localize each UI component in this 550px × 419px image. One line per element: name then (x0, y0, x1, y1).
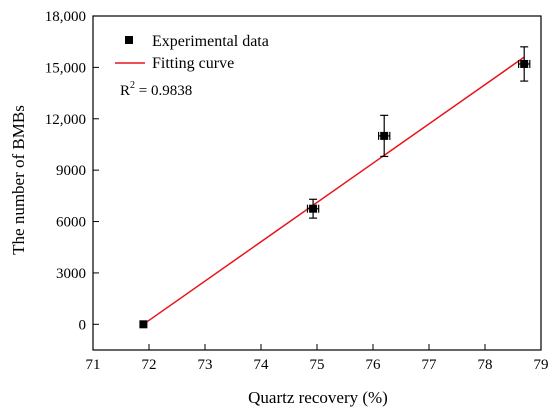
y-axis-ticks: 0 3000 6000 9000 12,000 15,000 18,000 (45, 9, 99, 333)
r-squared-annotation: R2 = 0.9838 (120, 80, 192, 99)
y-tick-label: 0 (79, 317, 87, 333)
y-tick-label: 15,000 (45, 60, 86, 76)
y-tick-label: 6000 (56, 215, 86, 231)
y-tick-label: 12,000 (45, 112, 86, 128)
data-point (139, 320, 148, 329)
x-tick-label: 79 (534, 357, 549, 373)
data-point (520, 59, 529, 68)
legend-label-fitting: Fitting curve (152, 55, 234, 72)
x-axis-label: Quartz recovery (%) (248, 388, 388, 407)
x-tick-label: 73 (198, 357, 213, 373)
x-tick-label: 75 (310, 357, 325, 373)
x-tick-label: 74 (254, 357, 270, 373)
plot-frame (92, 15, 542, 351)
r-squared-base: R (120, 83, 130, 99)
plot-content (139, 46, 531, 329)
x-axis-ticks: 71 72 73 74 75 76 77 78 79 (86, 344, 549, 373)
data-point (380, 131, 389, 140)
y-tick-label: 3000 (56, 266, 86, 282)
x-tick-label: 71 (86, 357, 101, 373)
fitting-curve-line (142, 56, 525, 325)
legend: Experimental data Fitting curve (115, 33, 269, 72)
y-tick-label: 18,000 (45, 9, 86, 25)
r-squared-value: = 0.9838 (135, 83, 192, 99)
legend-label-experimental: Experimental data (152, 33, 269, 50)
x-tick-label: 78 (478, 357, 493, 373)
x-tick-label: 72 (142, 357, 157, 373)
x-tick-label: 76 (366, 357, 382, 373)
r-squared-superscript: 2 (130, 80, 135, 91)
x-tick-label: 77 (422, 357, 438, 373)
data-point (309, 204, 318, 213)
y-tick-label: 9000 (56, 163, 86, 179)
y-axis-label: The number of BMBs (9, 105, 28, 255)
legend-marker-experimental (125, 36, 133, 44)
